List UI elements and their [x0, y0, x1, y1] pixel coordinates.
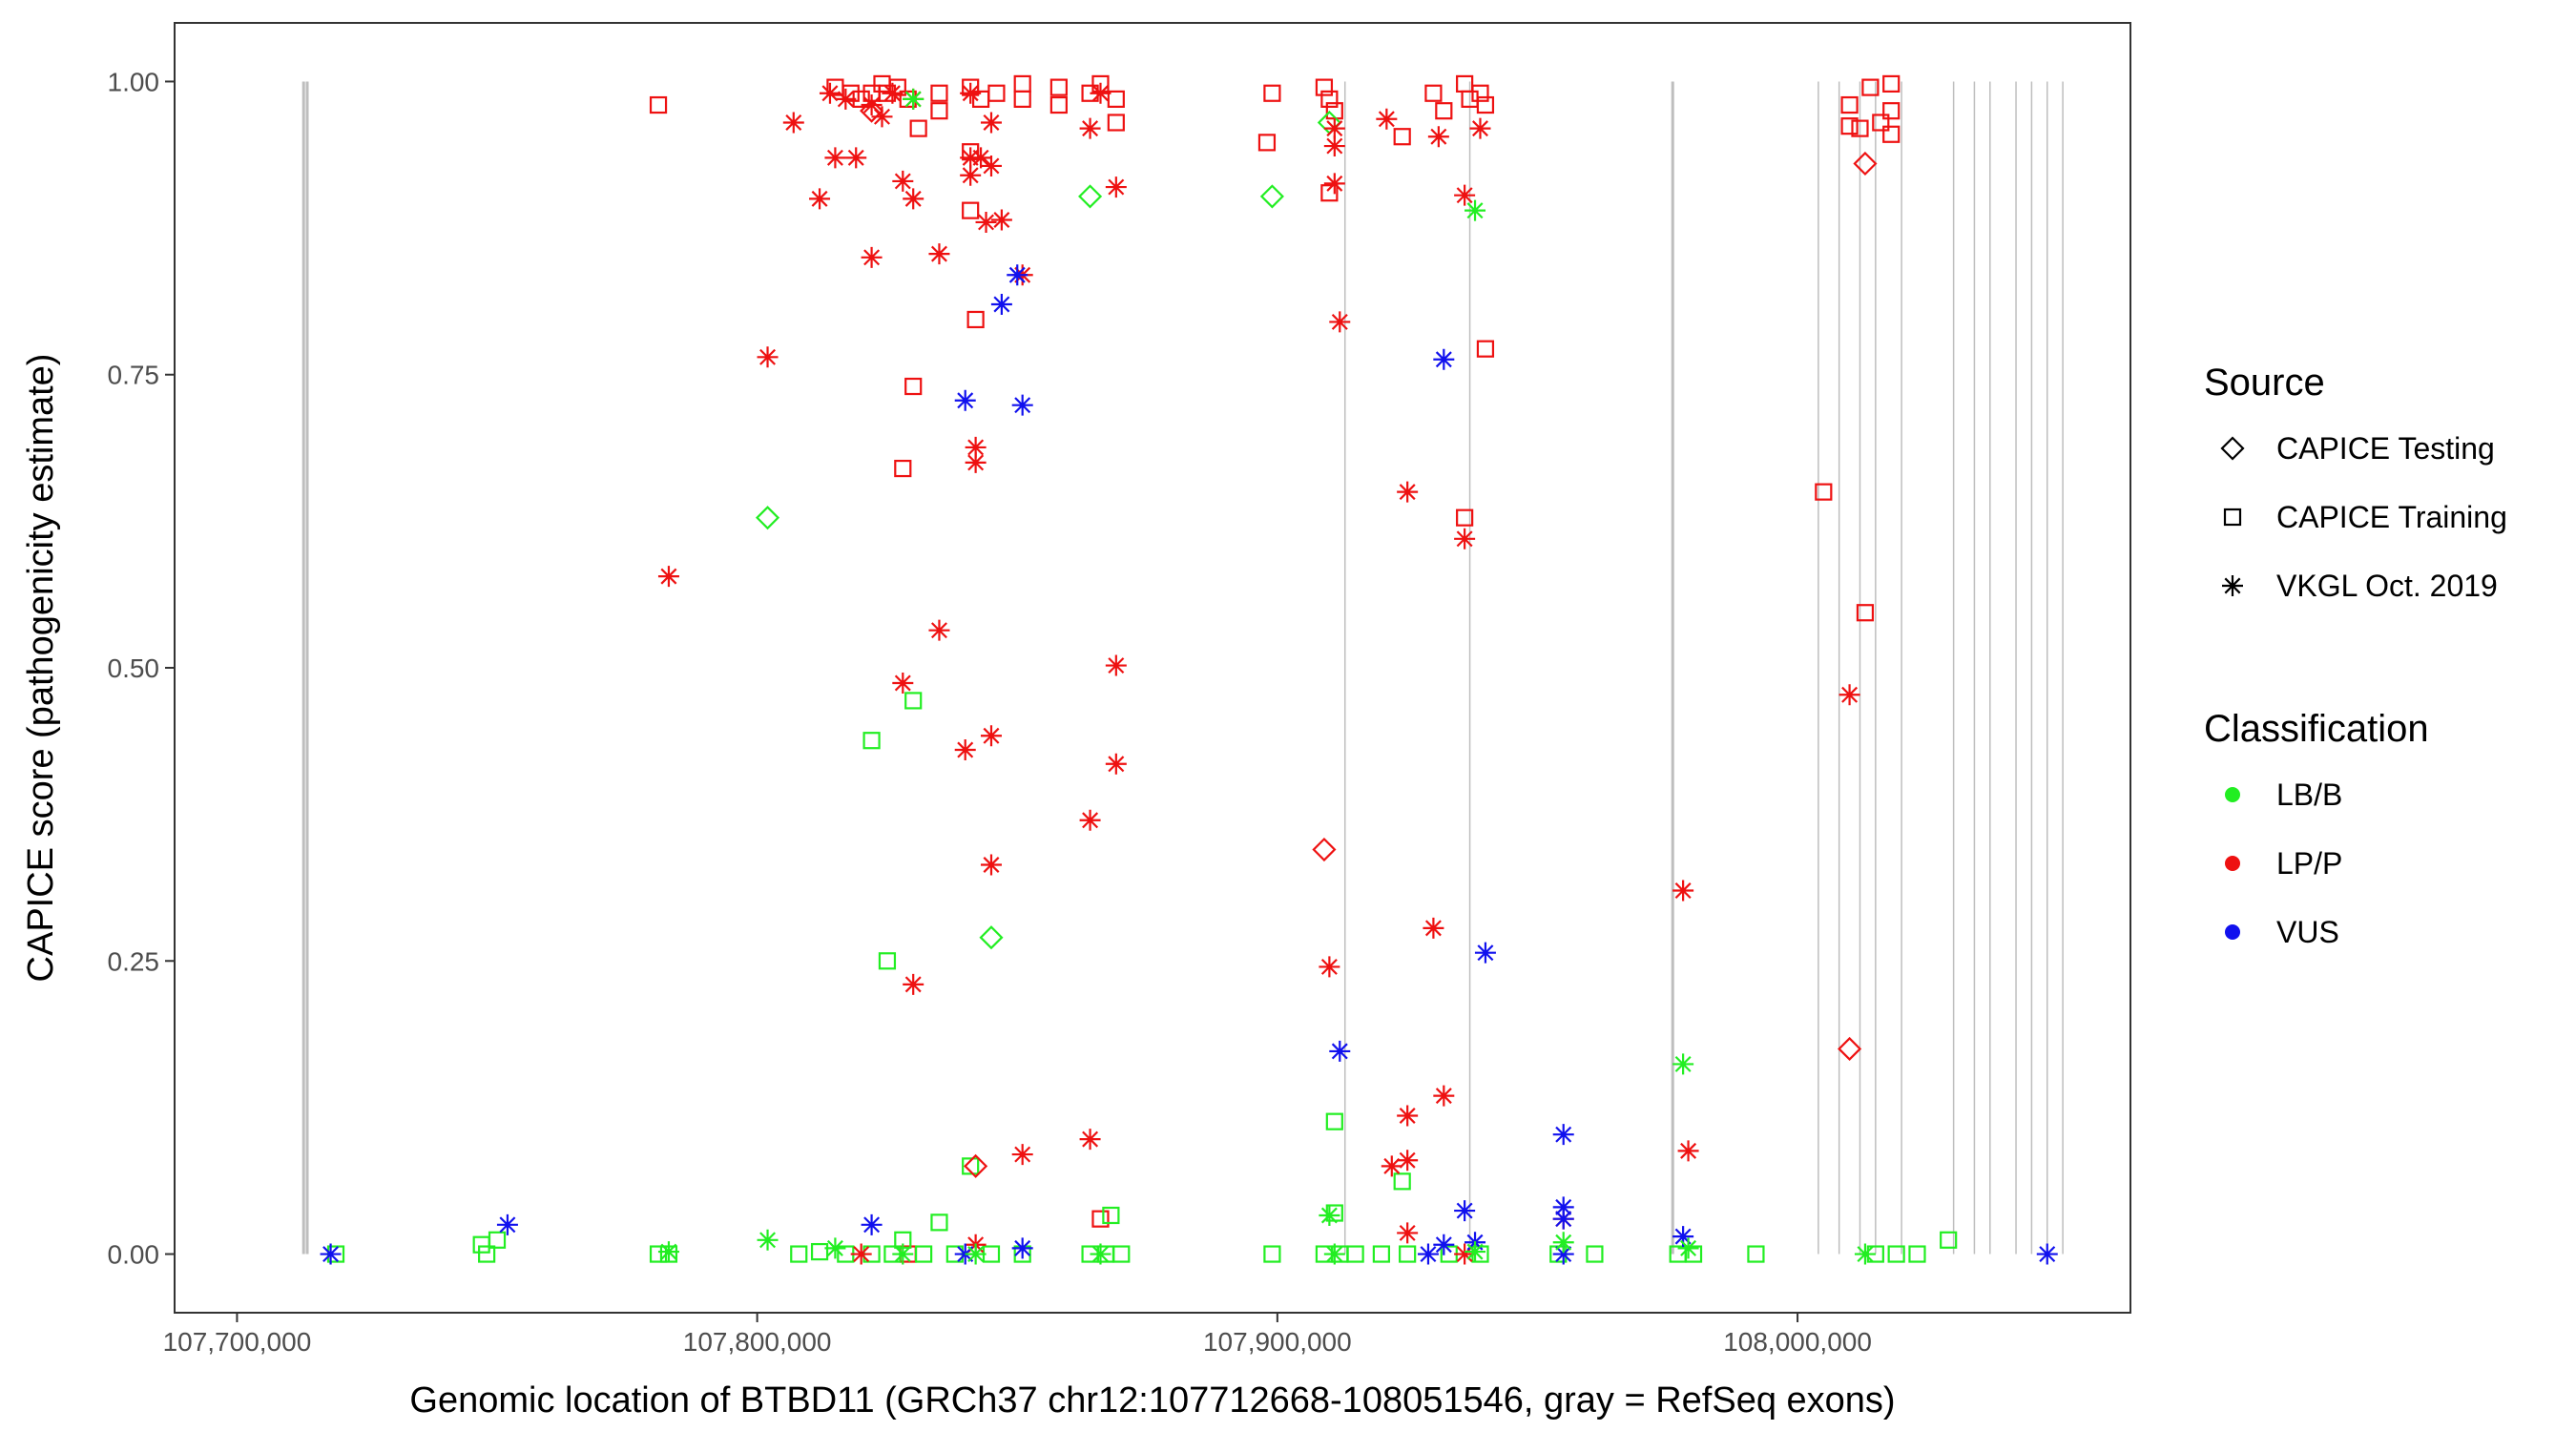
data-point-asterisk-54 — [1397, 1106, 1418, 1127]
data-point-asterisk-87 — [1465, 200, 1485, 221]
x-axis-title: Genomic location of BTBD11 (GRCh37 chr12… — [409, 1380, 1895, 1421]
data-point-asterisk-16 — [824, 147, 845, 168]
y-tick-label-4: 1.00 — [108, 67, 160, 96]
y-tick-label-3: 0.75 — [108, 361, 160, 390]
x-tick-label-0: 107,700,000 — [163, 1327, 312, 1357]
data-point-asterisk-29 — [1454, 185, 1475, 206]
data-point-asterisk-36 — [966, 452, 987, 473]
data-point-asterisk-5 — [882, 83, 903, 104]
data-point-asterisk-71 — [1329, 1041, 1350, 1062]
data-point-asterisk-68 — [955, 390, 976, 411]
data-point-asterisk-27 — [1106, 176, 1127, 197]
data-point-asterisk-63 — [851, 1244, 872, 1265]
legend-label-class-2: VUS — [2276, 915, 2339, 949]
data-point-asterisk-4 — [871, 106, 892, 127]
legend-label-source-0: CAPICE Testing — [2276, 431, 2495, 466]
data-point-asterisk-100 — [1855, 1244, 1876, 1265]
data-point-asterisk-13 — [1376, 109, 1397, 130]
y-tick-label-1: 0.25 — [108, 946, 160, 976]
data-point-asterisk-41 — [1106, 655, 1127, 676]
data-point-asterisk-26 — [991, 209, 1012, 230]
data-point-asterisk-58 — [1397, 1150, 1418, 1171]
data-point-asterisk-98 — [1553, 1232, 1574, 1253]
legend-key-asterisk — [2222, 575, 2243, 596]
data-point-asterisk-97 — [1324, 1244, 1345, 1265]
data-point-asterisk-95 — [966, 1244, 987, 1265]
x-tick-label-1: 107,800,000 — [683, 1327, 832, 1357]
data-point-asterisk-80 — [1433, 1234, 1454, 1255]
data-point-asterisk-91 — [758, 1230, 779, 1251]
data-point-asterisk-56 — [1012, 1144, 1033, 1165]
data-point-asterisk-38 — [1454, 529, 1475, 550]
x-tick-label-3: 108,000,000 — [1723, 1327, 1872, 1357]
data-point-asterisk-14 — [1428, 126, 1449, 147]
legend-key-class-0 — [2225, 787, 2240, 802]
legend-label-source-1: CAPICE Training — [2276, 500, 2507, 534]
y-tick-label-0: 0.00 — [108, 1240, 160, 1270]
data-point-asterisk-45 — [955, 739, 976, 760]
data-point-asterisk-15 — [1469, 118, 1490, 139]
data-point-asterisk-96 — [1090, 1244, 1111, 1265]
legend-key-class-2 — [2225, 924, 2240, 940]
data-point-asterisk-84 — [1418, 1244, 1439, 1265]
legend-label-class-0: LB/B — [2276, 778, 2342, 812]
data-point-asterisk-7 — [960, 83, 981, 104]
data-point-asterisk-46 — [1106, 754, 1127, 775]
data-point-asterisk-2 — [835, 89, 856, 110]
legend-label-class-1: LP/P — [2276, 846, 2342, 881]
data-point-asterisk-57 — [1678, 1140, 1699, 1161]
data-point-asterisk-61 — [1397, 1222, 1418, 1243]
data-point-asterisk-43 — [1839, 684, 1860, 705]
data-point-asterisk-20 — [809, 188, 830, 209]
data-point-asterisk-53 — [1433, 1086, 1454, 1107]
x-tick-label-2: 107,900,000 — [1203, 1327, 1352, 1357]
data-point-asterisk-90 — [1319, 1205, 1340, 1226]
data-point-asterisk-99 — [1678, 1237, 1699, 1258]
data-point-asterisk-81 — [1012, 1237, 1033, 1258]
legend-title-source: Source — [2204, 362, 2325, 404]
legend-key-class-1 — [2225, 856, 2240, 871]
data-point-asterisk-72 — [1553, 1124, 1574, 1145]
data-point-asterisk-101 — [1465, 1241, 1485, 1262]
data-point-asterisk-49 — [1672, 881, 1693, 902]
data-point-asterisk-92 — [824, 1237, 845, 1258]
data-point-asterisk-1 — [820, 83, 841, 104]
data-point-asterisk-89 — [1672, 1053, 1693, 1074]
data-point-asterisk-24 — [960, 165, 981, 186]
data-point-asterisk-65 — [1007, 264, 1028, 285]
legend-label-source-2: VKGL Oct. 2019 — [2276, 569, 2498, 603]
legend-title-classification: Classification — [2204, 708, 2429, 750]
data-point-asterisk-59 — [1381, 1155, 1402, 1176]
data-point-asterisk-55 — [1080, 1129, 1101, 1150]
data-point-asterisk-75 — [1553, 1209, 1574, 1230]
data-point-asterisk-28 — [1324, 173, 1345, 194]
y-axis-title: CAPICE score (pathogenicity estimate) — [21, 354, 61, 983]
data-point-asterisk-25 — [976, 212, 997, 233]
data-point-asterisk-10 — [1090, 83, 1111, 104]
data-point-asterisk-8 — [981, 112, 1002, 133]
data-point-asterisk-9 — [1080, 118, 1101, 139]
data-point-asterisk-23 — [981, 156, 1002, 176]
data-point-asterisk-74 — [1454, 1200, 1475, 1221]
data-point-asterisk-86 — [2037, 1244, 2058, 1265]
data-point-asterisk-76 — [497, 1214, 518, 1235]
y-tick-label-2: 0.50 — [108, 653, 160, 683]
data-point-asterisk-34 — [1329, 311, 1350, 332]
data-point-asterisk-12 — [1324, 135, 1345, 156]
